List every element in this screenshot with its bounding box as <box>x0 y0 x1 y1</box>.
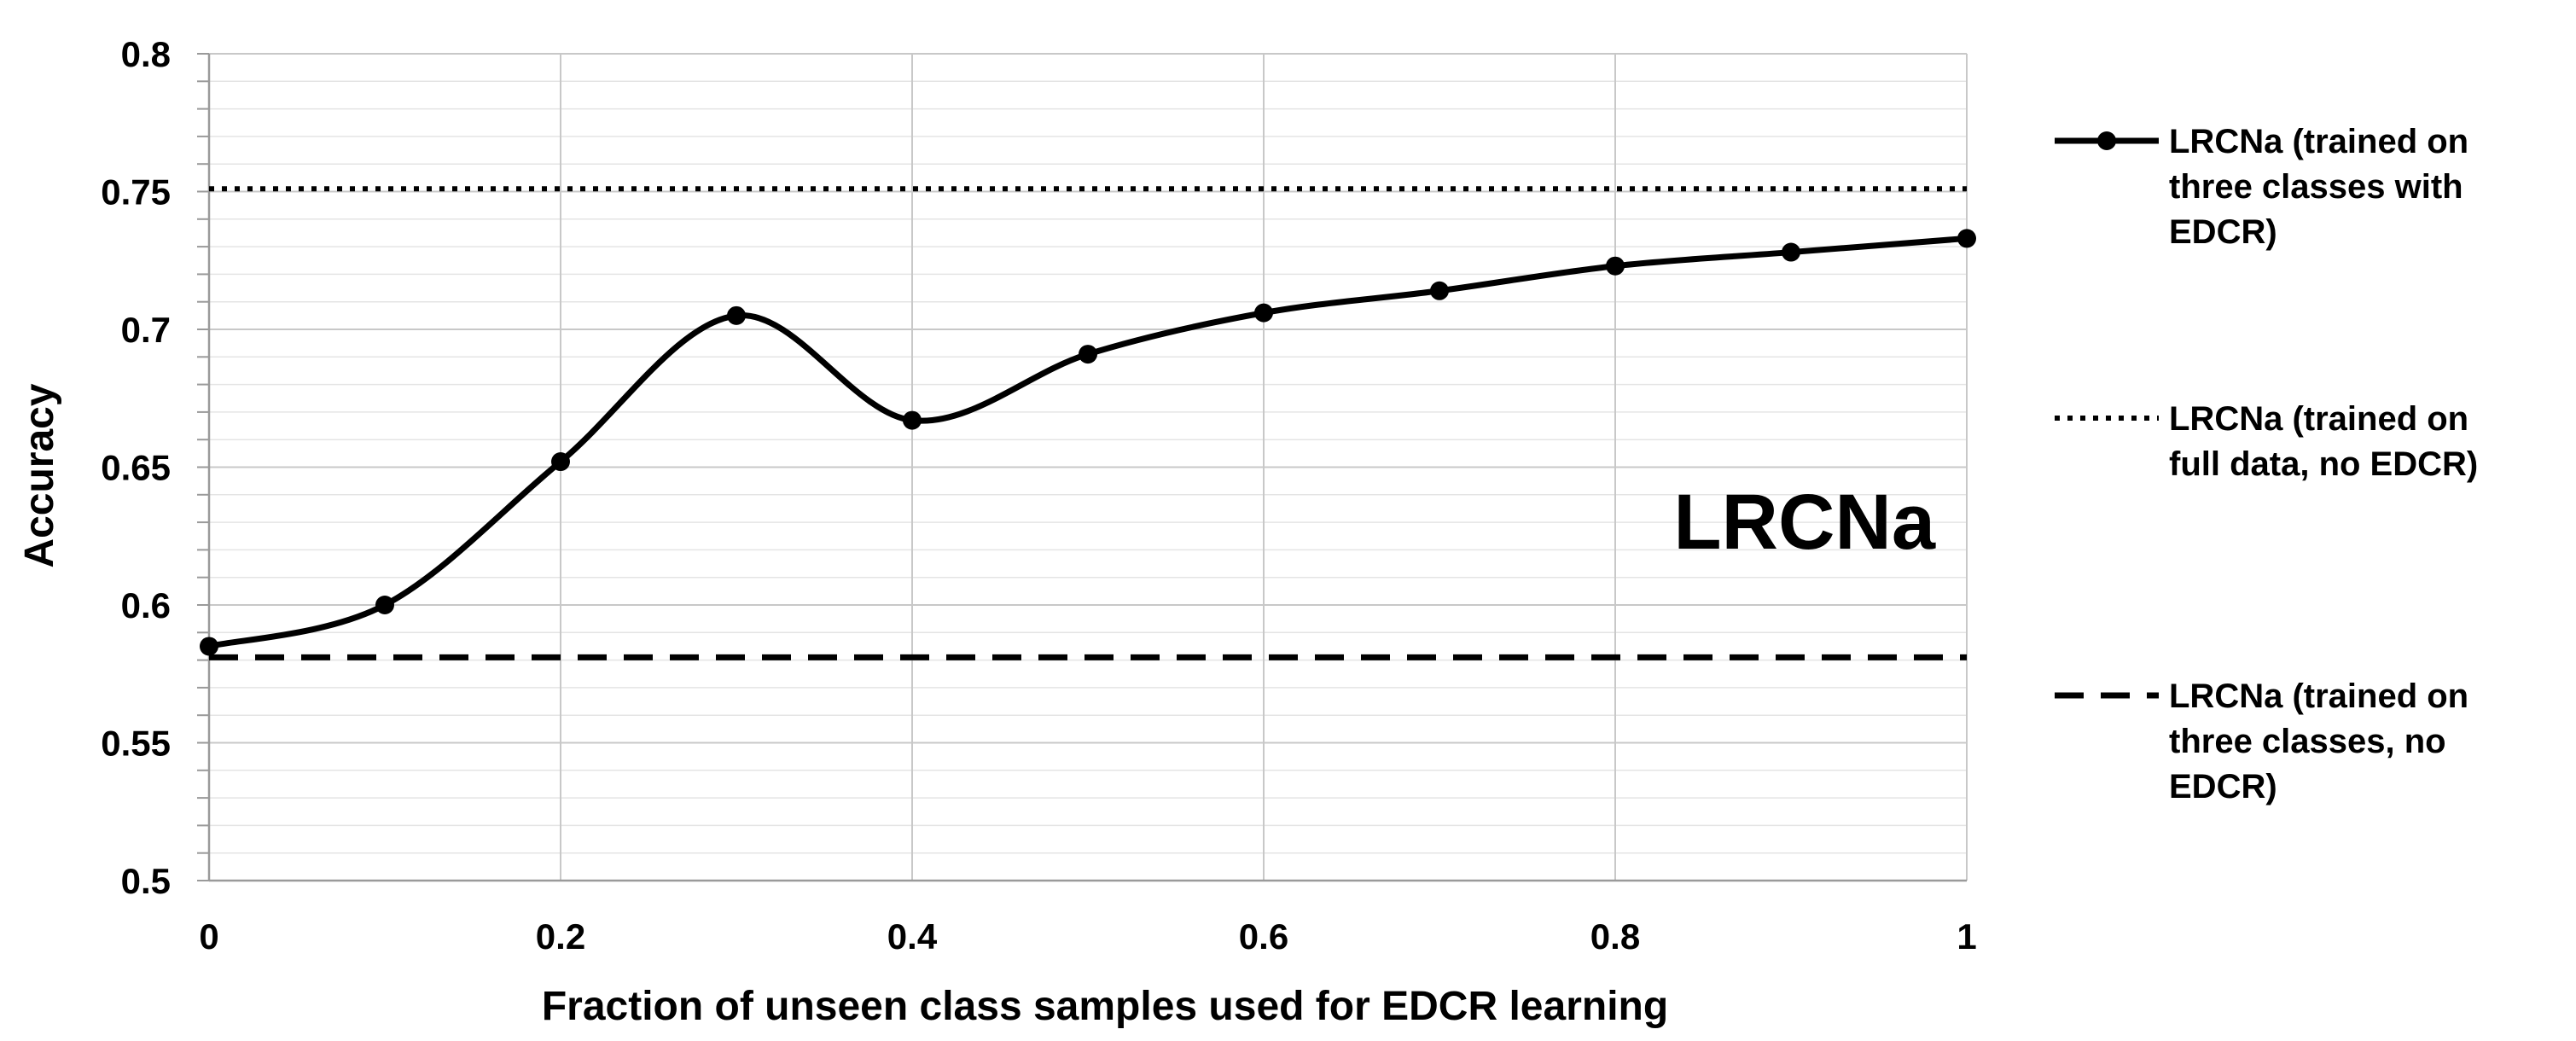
data-point <box>1957 229 1976 248</box>
series-lines <box>200 186 1976 660</box>
legend-entry: LRCNa (trained on three classes, no EDCR) <box>2055 678 2468 805</box>
x-tick-label: 0.8 <box>1590 916 1640 957</box>
legend-label-line: EDCR) <box>2169 213 2277 251</box>
data-point <box>1606 256 1625 276</box>
legend: LRCNa (trained on three classes with EDCR)… <box>2055 123 2478 805</box>
data-point <box>1254 303 1273 323</box>
data-point <box>551 452 570 472</box>
series-line-edcr <box>208 235 1968 649</box>
legend-label-line: LRCNa (trained on <box>2169 678 2468 715</box>
legend-entry: LRCNa (trained on three classes with EDCR) <box>2055 123 2468 251</box>
y-tick-label: 0.8 <box>121 34 171 74</box>
legend-entry: LRCNa (trained on full data, no EDCR) <box>2055 400 2478 483</box>
data-point <box>1782 242 1800 262</box>
data-point <box>375 596 394 614</box>
y-axis-title: Accuracy <box>17 383 62 567</box>
x-tick-label: 0 <box>199 916 218 957</box>
data-point <box>727 305 746 325</box>
y-tick-label: 0.7 <box>121 310 171 350</box>
data-point <box>1079 345 1097 364</box>
legend-label-line: three classes with <box>2169 168 2463 206</box>
legend-label-line: EDCR) <box>2169 768 2277 805</box>
data-point <box>1430 281 1449 300</box>
y-tick-label: 0.55 <box>101 724 171 764</box>
legend-swatch-marker <box>2097 131 2116 150</box>
x-tick-label: 0.6 <box>1239 916 1288 957</box>
x-tick-label: 0.2 <box>536 916 585 957</box>
y-tick-label: 0.75 <box>101 172 171 212</box>
x-tick-label: 1 <box>1957 916 1976 957</box>
legend-label-line: LRCNa (trained on <box>2169 123 2468 160</box>
gridlines <box>208 53 1968 881</box>
data-point <box>903 410 922 430</box>
y-tick-label: 0.65 <box>101 448 171 488</box>
x-axis-title: Fraction of unseen class samples used fo… <box>542 984 1668 1029</box>
x-tick-label: 0.4 <box>887 916 938 957</box>
chart-annotation-label: LRCNa <box>1673 479 1936 566</box>
legend-label-line: LRCNa (trained on <box>2169 400 2468 438</box>
y-tick-label: 0.6 <box>121 585 171 625</box>
axes <box>197 53 1967 882</box>
tick-labels: 0.5 0.55 0.6 0.65 0.7 0.75 0.8 0 0.2 0.4 0.6 0.8 1 <box>101 34 1976 957</box>
y-tick-label: 0.5 <box>121 861 171 901</box>
data-point <box>200 637 218 656</box>
legend-label-line: three classes, no <box>2169 723 2446 760</box>
legend-label-line: full data, no EDCR) <box>2169 445 2478 483</box>
